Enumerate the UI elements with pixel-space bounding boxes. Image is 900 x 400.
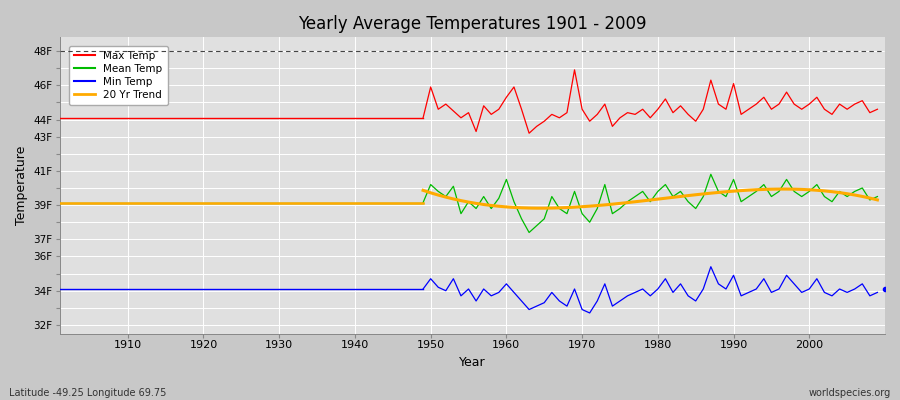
Legend: Max Temp, Mean Temp, Min Temp, 20 Yr Trend: Max Temp, Mean Temp, Min Temp, 20 Yr Tre… <box>69 46 167 105</box>
Text: Latitude -49.25 Longitude 69.75: Latitude -49.25 Longitude 69.75 <box>9 388 166 398</box>
X-axis label: Year: Year <box>459 356 486 369</box>
Y-axis label: Temperature: Temperature <box>15 146 28 225</box>
Title: Yearly Average Temperatures 1901 - 2009: Yearly Average Temperatures 1901 - 2009 <box>298 15 646 33</box>
Text: worldspecies.org: worldspecies.org <box>809 388 891 398</box>
